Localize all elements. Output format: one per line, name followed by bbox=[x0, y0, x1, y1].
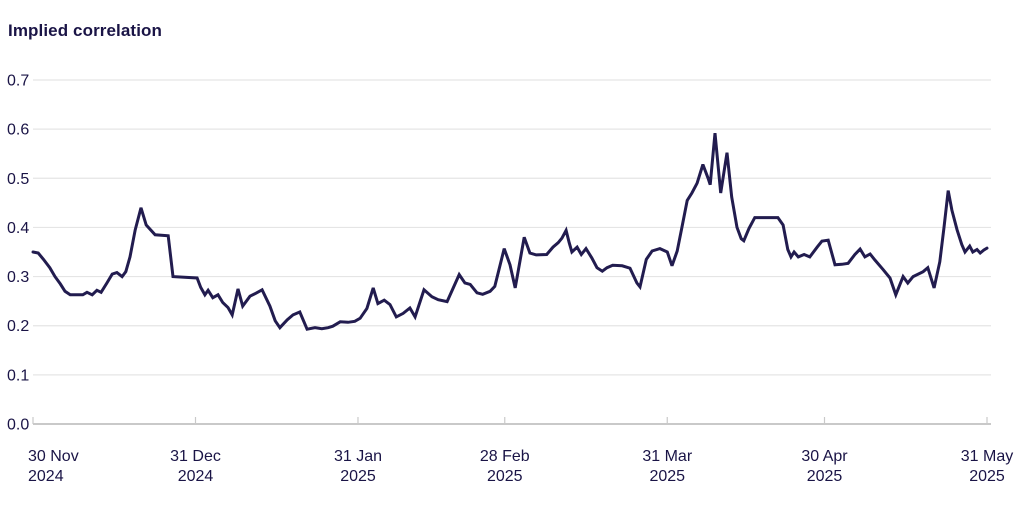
x-axis-label-year: 2025 bbox=[807, 468, 843, 485]
y-axis-label: 0.1 bbox=[7, 367, 29, 384]
x-axis-label: 30 Nov bbox=[28, 448, 79, 465]
x-axis-label: 31 Dec bbox=[170, 448, 221, 465]
y-axis-label: 0.2 bbox=[7, 318, 29, 335]
y-axis-label: 0.0 bbox=[7, 417, 29, 434]
x-axis-label: 31 May bbox=[961, 448, 1013, 465]
page-title: Implied correlation bbox=[8, 21, 162, 40]
y-axis-label: 0.5 bbox=[7, 171, 29, 188]
x-axis-label-year: 2024 bbox=[178, 468, 214, 485]
x-axis-label: 31 Jan bbox=[334, 448, 382, 465]
x-axis-label-year: 2024 bbox=[28, 468, 64, 485]
x-axis-label-year: 2025 bbox=[969, 468, 1005, 485]
x-axis-label: 31 Mar bbox=[642, 448, 692, 465]
y-axis-label: 0.6 bbox=[7, 122, 29, 139]
y-axis-label: 0.3 bbox=[7, 269, 29, 286]
y-axis-label: 0.4 bbox=[7, 220, 29, 237]
x-axis-label-year: 2025 bbox=[649, 468, 685, 485]
x-axis-label-year: 2025 bbox=[487, 468, 523, 485]
x-axis-label: 30 Apr bbox=[801, 448, 848, 465]
implied-correlation-line bbox=[31, 132, 989, 331]
x-axis-label-year: 2025 bbox=[340, 468, 376, 485]
y-axis-label: 0.7 bbox=[7, 73, 29, 90]
x-axis-label: 28 Feb bbox=[480, 448, 530, 465]
